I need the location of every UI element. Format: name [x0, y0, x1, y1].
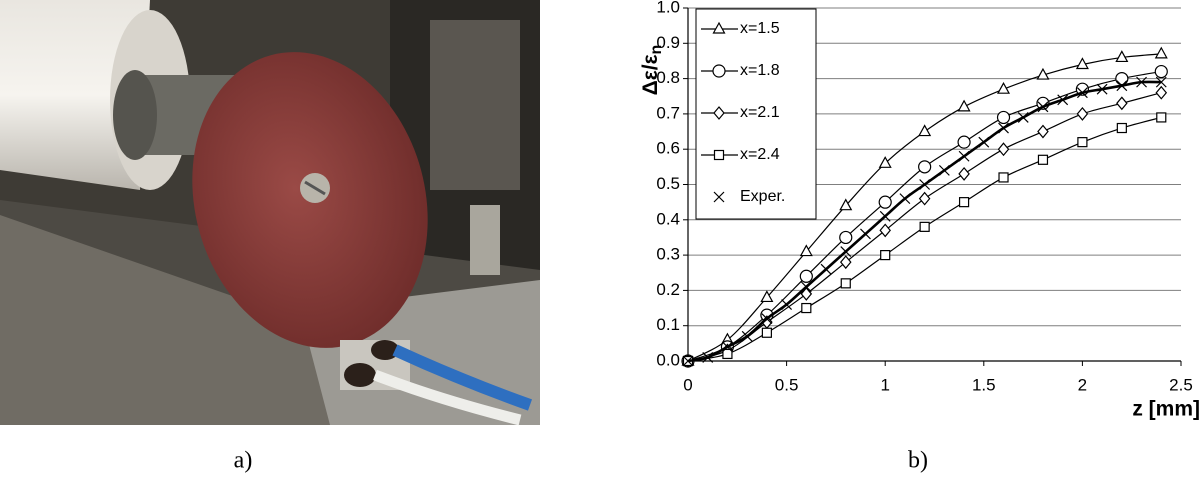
- marker: [999, 143, 1009, 155]
- marker: [762, 328, 771, 337]
- marker: [958, 136, 970, 148]
- marker: [1077, 108, 1087, 120]
- marker: [979, 137, 989, 147]
- marker: [880, 224, 890, 236]
- marker: [841, 279, 850, 288]
- x-tick-label: 0.5: [775, 375, 799, 394]
- marker: [959, 168, 969, 180]
- marker: [919, 126, 930, 136]
- y-tick-label: 0.1: [656, 315, 680, 334]
- marker: [1156, 48, 1167, 58]
- y-axis-label-sub: n: [648, 45, 665, 55]
- marker: [715, 151, 724, 160]
- legend-label: Exper.: [740, 188, 785, 205]
- marker: [920, 222, 929, 231]
- marker: [1117, 124, 1126, 133]
- y-tick-label: 0.4: [656, 209, 680, 228]
- figure: a) b) 0.00.10.20.30.40.50.60.70.80.91.00…: [0, 0, 1204, 479]
- x-tick-label: 1: [880, 375, 889, 394]
- panel-label: a): [234, 448, 253, 474]
- marker: [1155, 66, 1167, 78]
- y-tick-label: 0.3: [656, 245, 680, 264]
- legend-label: x=1.8: [740, 62, 780, 79]
- y-tick-label: 0.0: [656, 350, 680, 369]
- marker: [880, 157, 891, 167]
- marker: [939, 165, 949, 175]
- marker: [920, 193, 930, 205]
- x-tick-label: 1.5: [972, 375, 996, 394]
- marker: [919, 161, 931, 173]
- marker: [821, 264, 831, 274]
- marker: [1156, 87, 1166, 99]
- marker: [881, 251, 890, 260]
- marker: [959, 101, 970, 111]
- marker: [1038, 126, 1048, 138]
- panel-label: b): [908, 448, 928, 474]
- marker: [1078, 138, 1087, 147]
- marker: [840, 231, 852, 243]
- marker: [802, 304, 811, 313]
- marker: [841, 256, 851, 268]
- marker: [1157, 113, 1166, 122]
- x-tick-label: 2.5: [1169, 375, 1193, 394]
- marker: [800, 270, 812, 282]
- marker: [860, 229, 870, 239]
- page: {"panel_labels": ["a)", "b)"], "chart_da…: [0, 0, 1204, 479]
- x-tick-label: 0: [683, 375, 692, 394]
- legend-label: x=2.4: [740, 146, 780, 163]
- y-tick-label: 0.5: [656, 174, 680, 193]
- marker: [713, 65, 725, 77]
- marker: [1117, 97, 1127, 109]
- x-axis-label: z [mm]: [1132, 398, 1200, 421]
- marker: [999, 173, 1008, 182]
- marker: [959, 151, 969, 161]
- marker: [879, 196, 891, 208]
- x-tick-label: 2: [1078, 375, 1087, 394]
- marker: [998, 111, 1010, 123]
- y-axis-label-main: Δε/ε: [639, 54, 662, 95]
- y-tick-label: 1.0: [656, 0, 680, 16]
- photo: [0, 0, 540, 425]
- marker: [999, 123, 1009, 133]
- y-tick-label: 0.7: [656, 103, 680, 122]
- legend-label: x=1.5: [740, 20, 780, 37]
- marker: [1116, 73, 1128, 85]
- y-tick-label: 0.6: [656, 139, 680, 158]
- y-axis-label: Δε/εn: [639, 45, 666, 96]
- legend-label: x=2.1: [740, 104, 780, 121]
- marker: [900, 194, 910, 204]
- y-tick-label: 0.2: [656, 280, 680, 299]
- marker: [960, 198, 969, 207]
- marker: [1038, 155, 1047, 164]
